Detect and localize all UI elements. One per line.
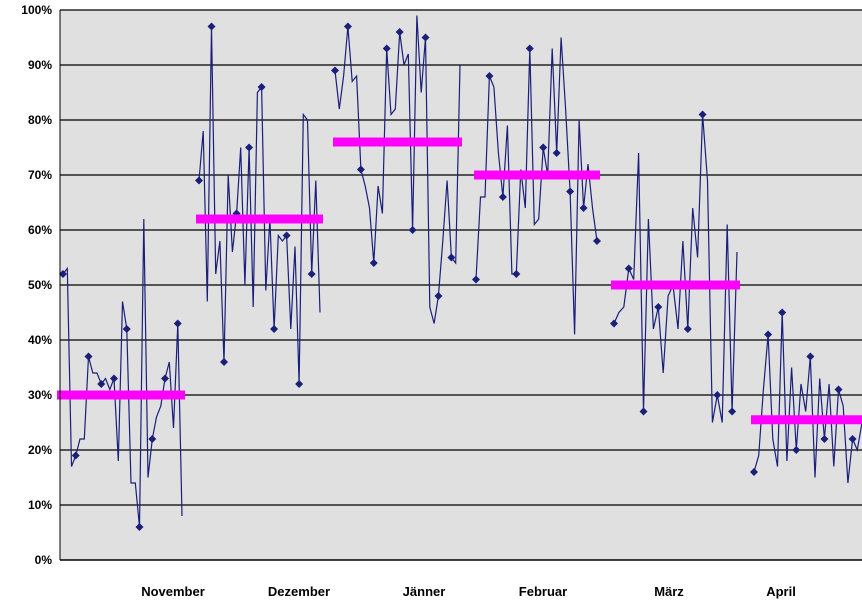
data-point: [382, 44, 391, 53]
data-point: [764, 330, 773, 339]
data-point: [834, 385, 843, 394]
y-tick-label: 20%: [28, 443, 52, 457]
data-point: [750, 468, 758, 476]
data-point: [728, 407, 737, 416]
data-point: [307, 270, 316, 278]
series-line: [613, 114, 738, 423]
y-tick-label: 80%: [28, 113, 52, 127]
data-point: [135, 523, 144, 531]
data-point: [421, 33, 430, 42]
data-point: [343, 22, 352, 31]
data-point: [356, 165, 365, 174]
data-point: [806, 352, 815, 361]
series-line: [198, 26, 321, 385]
y-tick-label: 0%: [35, 553, 53, 567]
data-point: [270, 325, 279, 333]
data-point: [610, 319, 618, 328]
data-point: [778, 308, 787, 317]
data-point: [566, 187, 575, 196]
data-point: [395, 28, 404, 36]
data-point: [485, 72, 494, 80]
data-point: [59, 270, 67, 278]
data-point: [295, 380, 304, 388]
data-point: [207, 22, 216, 31]
data-point: [848, 435, 857, 443]
y-tick-label: 50%: [28, 278, 52, 292]
data-point: [654, 303, 663, 311]
month-label: April: [766, 584, 796, 599]
data-point: [71, 451, 80, 460]
y-tick-label: 30%: [28, 388, 52, 402]
data-point: [161, 374, 169, 383]
data-point: [434, 292, 443, 300]
data-point: [447, 253, 456, 262]
y-tick-label: 70%: [28, 168, 52, 182]
data-point: [525, 44, 534, 53]
data-point: [472, 275, 480, 284]
month-label: März: [654, 584, 684, 599]
data-point: [369, 259, 378, 267]
y-tick-label: 90%: [28, 58, 52, 72]
data-point: [173, 319, 182, 328]
series-line: [475, 37, 598, 335]
data-point: [122, 325, 131, 333]
x-axis-month-labels: November Dezember Jänner Februar März April: [141, 584, 796, 599]
y-tick-label: 10%: [28, 498, 52, 512]
data-point: [282, 231, 291, 240]
data-point: [110, 374, 118, 383]
data-point: [698, 110, 707, 119]
y-tick-label: 60%: [28, 223, 52, 237]
gridlines: [60, 9, 862, 506]
month-label: Jänner: [403, 584, 446, 599]
y-axis-tick-labels: 0% 10% 20% 30% 40% 50% 60% 70% 80% 90% 100%: [21, 3, 52, 567]
data-point: [148, 435, 157, 443]
data-point: [245, 143, 254, 152]
month-label: Februar: [519, 584, 567, 599]
data-point: [195, 176, 203, 185]
data-point: [820, 435, 829, 443]
month-label: November: [141, 584, 205, 599]
data-point: [593, 237, 601, 245]
data-point: [408, 226, 417, 234]
data-point: [624, 264, 633, 273]
data-point: [539, 143, 548, 152]
month-label: Dezember: [268, 584, 330, 599]
data-point: [220, 358, 229, 366]
data-point: [552, 149, 561, 157]
y-tick-label: 40%: [28, 333, 52, 347]
data-point: [331, 66, 339, 75]
data-point: [639, 407, 648, 416]
data-point: [97, 380, 106, 388]
data-point: [683, 325, 692, 333]
monthly-average-lines: [57, 137, 862, 425]
data-point: [713, 391, 722, 399]
series-line: [334, 15, 461, 324]
data-point: [498, 193, 507, 201]
data-point: [579, 204, 588, 212]
data-point: [512, 270, 521, 278]
data-point: [84, 352, 93, 361]
y-tick-label: 100%: [21, 3, 52, 17]
data-point: [792, 446, 801, 454]
data-point: [257, 83, 266, 91]
